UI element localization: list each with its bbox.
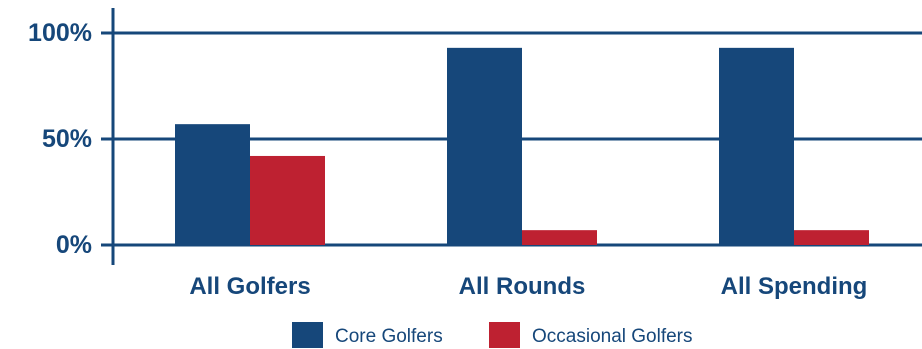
legend-label-core: Core Golfers — [335, 326, 443, 347]
y-tick-label: 50% — [42, 125, 92, 153]
x-category-labels: All Golfers All Rounds All Spending — [189, 273, 867, 300]
bar-core-golfers — [175, 124, 250, 245]
legend-label-occasional: Occasional Golfers — [532, 326, 693, 347]
bar-core-golfers — [447, 47, 522, 246]
x-category-label: All Rounds — [459, 273, 586, 300]
bar-core-golfers — [719, 47, 794, 246]
legend-swatch-occasional — [489, 322, 520, 348]
legend-swatch-core — [292, 322, 323, 348]
bar-occasional-golfers — [522, 230, 597, 245]
bars — [175, 47, 869, 246]
y-tick-label: 100% — [28, 19, 92, 47]
x-category-label: All Golfers — [189, 273, 310, 300]
y-tick-labels: 0% 50% 100% — [28, 19, 92, 259]
legend: Core Golfers Occasional Golfers — [292, 322, 693, 348]
y-tick-label: 0% — [56, 231, 92, 259]
x-category-label: All Spending — [721, 273, 868, 300]
bar-occasional-golfers — [794, 230, 869, 245]
bar-occasional-golfers — [250, 155, 325, 245]
